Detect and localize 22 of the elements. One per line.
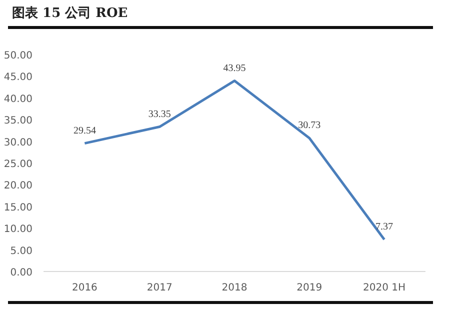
x-tick-label: 2019	[296, 282, 322, 294]
chart-title: 图表 15 公司 ROE	[12, 5, 128, 23]
x-tick-label: 2017	[146, 282, 172, 294]
y-tick-label: 45.00	[4, 72, 33, 84]
data-label: 43.95	[223, 62, 246, 74]
data-label: 7.37	[376, 222, 394, 233]
y-tick-label: 50.00	[4, 50, 33, 62]
x-tick-label: 2016	[72, 282, 98, 294]
data-label: 30.73	[298, 120, 321, 132]
x-tick-label: 2020 1H	[363, 282, 406, 294]
data-label: 29.54	[73, 125, 96, 136]
y-tick-label: 40.00	[4, 94, 33, 105]
y-tick-label: 10.00	[4, 224, 33, 236]
y-tick-label: 5.00	[10, 246, 32, 257]
y-tick-label: 20.00	[4, 180, 33, 192]
y-tick-label: 25.00	[4, 159, 33, 170]
y-tick-label: 30.00	[4, 137, 33, 148]
data-label: 33.35	[148, 108, 171, 120]
y-tick-label: 15.00	[4, 202, 33, 214]
x-tick-label: 2018	[222, 282, 248, 294]
y-tick-label: 0.00	[10, 268, 32, 278]
y-tick-label: 35.00	[4, 116, 33, 127]
